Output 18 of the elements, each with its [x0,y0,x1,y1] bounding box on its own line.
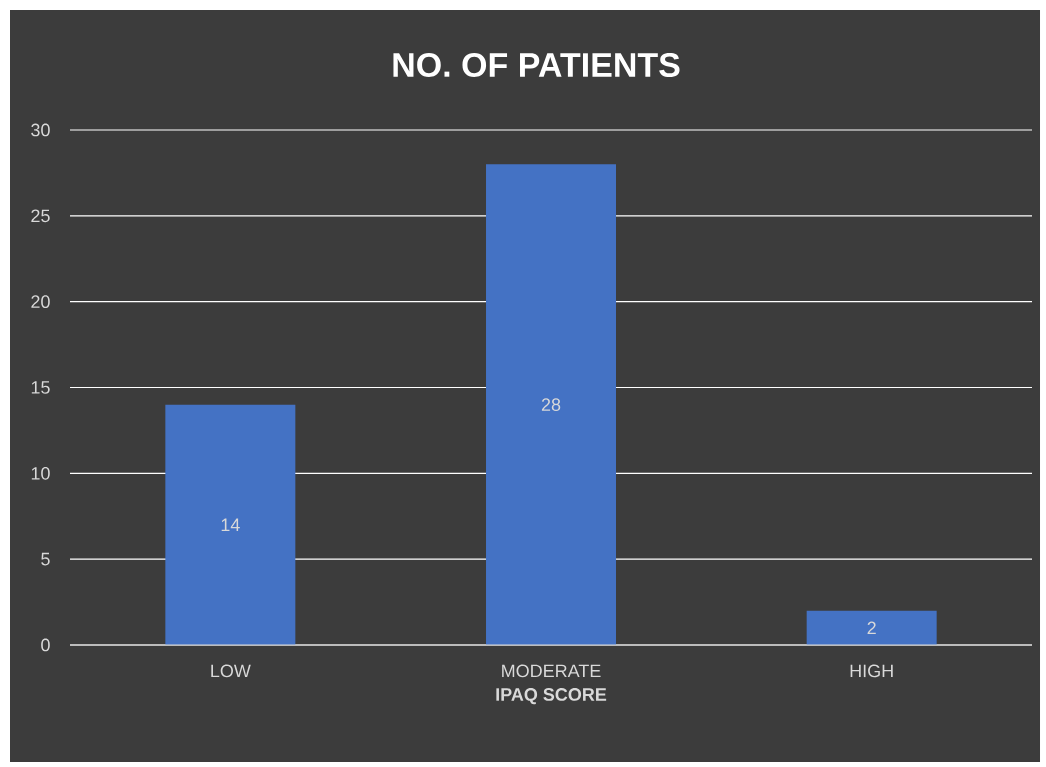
x-tick-label: LOW [211,664,251,678]
data-label: 2 [867,621,876,635]
x-axis-title: IPAQ SCORE [496,688,607,705]
x-tick-label: HIGH [850,664,893,678]
x-tick-label: MODERATE [502,664,601,678]
y-tick-label: 5 [41,552,50,566]
bar [806,610,937,645]
y-tick-label: 20 [31,295,50,309]
data-label: 28 [541,398,561,412]
y-tick-label: 10 [31,466,50,480]
y-tick-label: 0 [41,638,50,652]
y-tick-label: 30 [31,123,50,137]
data-label: 14 [221,518,240,532]
bar [486,164,617,645]
y-tick-label: 15 [31,381,50,394]
bar [165,404,296,645]
y-tick-label: 25 [31,209,50,223]
chart-title: NO. OF PATIENTS [393,52,680,78]
